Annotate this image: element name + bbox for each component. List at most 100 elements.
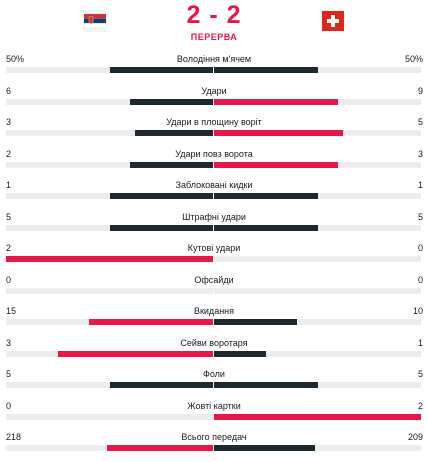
home-stat-value: 0 — [6, 400, 12, 411]
home-stat-bar — [135, 130, 213, 136]
away-stat-bar — [214, 319, 297, 325]
stat-label: Всього передач — [181, 432, 247, 442]
away-stat-bar — [214, 413, 421, 420]
away-stat-value: 1 — [417, 337, 423, 348]
stat-label: Удари повз ворота — [175, 148, 253, 159]
stat-label: Удари в площину воріт — [166, 117, 262, 127]
home-stat-bar — [6, 256, 213, 262]
match-status: ПЕРЕРВА — [190, 32, 238, 42]
home-stat-value: 15 — [6, 306, 17, 316]
away-stat-value: 2 — [417, 400, 423, 411]
away-stat-bar — [214, 382, 318, 388]
away-stat-bar — [214, 224, 318, 231]
home-stat-value: 5 — [6, 369, 12, 379]
away-stat-bar-track — [214, 161, 421, 168]
home-stat-bar-track — [6, 161, 213, 168]
home-stat-bar-track — [6, 382, 213, 388]
home-stat-bar — [107, 445, 213, 451]
away-stat-bar-track — [214, 382, 421, 388]
away-stat-bar-track — [214, 224, 421, 231]
stat-label: Вкидання — [193, 306, 235, 316]
home-stat-value: 50% — [6, 54, 25, 64]
away-stat-bar — [214, 193, 318, 199]
away-stat-value: 50% — [404, 54, 423, 64]
home-stat-bar — [109, 67, 213, 73]
stat-label: Офсайди — [194, 274, 234, 285]
match-score: 2 - 2 — [186, 1, 242, 29]
home-stat-bar — [130, 161, 213, 168]
away-stat-bar-track — [214, 319, 421, 325]
home-stat-bar — [109, 382, 213, 388]
stat-row: 0 Жовті картки 2 — [0, 399, 428, 431]
home-stat-bar — [109, 224, 213, 231]
stat-row: 50% Володіння м'ячем 50% — [0, 52, 428, 84]
home-stat-bar-track — [6, 130, 213, 136]
away-stat-bar-track — [214, 130, 421, 136]
away-stat-bar — [214, 445, 316, 451]
stat-row: 2 Удари повз ворота 3 — [0, 147, 428, 179]
home-stat-value: 2 — [6, 243, 12, 253]
home-stat-bar-track — [6, 224, 213, 231]
home-stat-bar-track — [6, 445, 213, 451]
stat-label: Заблоковані кидки — [175, 180, 253, 190]
stat-label: Володіння м'ячем — [176, 54, 252, 64]
stat-label: Фоли — [203, 369, 225, 379]
away-stat-bar — [214, 98, 339, 105]
stat-row: 3 Сейви воротаря 1 — [0, 336, 428, 368]
stat-row: 3 Удари в площину воріт 5 — [0, 115, 428, 147]
stat-row: 0 Офсайди 0 — [0, 273, 428, 305]
away-stat-bar-track — [214, 287, 421, 294]
away-stat-bar-track — [214, 413, 421, 420]
away-stat-value: 9 — [417, 85, 423, 96]
away-stat-value: 1 — [417, 180, 423, 190]
stat-label: Сейви воротаря — [180, 337, 248, 348]
away-stat-bar — [214, 350, 266, 357]
away-stat-bar-track — [214, 67, 421, 73]
away-stat-value: 5 — [417, 117, 423, 127]
away-stat-bar-track — [214, 445, 421, 451]
home-stat-value: 3 — [6, 117, 12, 127]
home-stat-value: 218 — [6, 432, 22, 442]
away-stat-bar-track — [214, 350, 421, 357]
stat-row: 218 Всього передач 209 — [0, 430, 428, 462]
home-stat-value: 0 — [6, 274, 12, 285]
stat-row: 5 Штрафні удари 5 — [0, 210, 428, 242]
home-stat-value: 6 — [6, 85, 12, 96]
away-stat-bar — [214, 161, 339, 168]
home-stat-value: 5 — [6, 211, 12, 222]
stat-row: 1 Заблоковані кидки 1 — [0, 178, 428, 210]
away-stat-bar — [214, 67, 318, 73]
away-stat-value: 5 — [417, 369, 423, 379]
home-stat-bar-track — [6, 350, 213, 357]
away-stat-value: 3 — [417, 148, 423, 159]
away-stat-value: 10 — [412, 306, 423, 316]
match-header: 2 - 2 ПЕРЕРВА — [0, 0, 428, 50]
away-stat-bar-track — [214, 98, 421, 105]
stat-row: 15 Вкидання 10 — [0, 304, 428, 336]
home-stat-bar — [109, 193, 213, 199]
serbia-flag-icon — [83, 10, 107, 32]
home-stat-bar-track — [6, 98, 213, 105]
away-stat-bar-track — [214, 256, 421, 262]
away-stat-value: 5 — [417, 211, 423, 222]
home-stat-bar-track — [6, 67, 213, 73]
home-stat-value: 3 — [6, 337, 12, 348]
stat-row: 2 Кутові удари 0 — [0, 241, 428, 273]
stat-label: Кутові удари — [187, 243, 241, 253]
away-stat-bar-track — [214, 193, 421, 199]
home-stat-bar-track — [6, 256, 213, 262]
away-stat-value: 0 — [417, 274, 423, 285]
home-stat-bar-track — [6, 413, 213, 420]
stat-label: Штрафні удари — [182, 211, 246, 222]
home-stat-bar-track — [6, 193, 213, 199]
home-stat-bar — [130, 98, 213, 105]
away-stat-value: 209 — [407, 432, 423, 442]
home-stat-bar-track — [6, 287, 213, 294]
stat-label: Удари — [201, 85, 227, 96]
home-stat-value: 1 — [6, 180, 12, 190]
home-stat-bar-track — [6, 319, 213, 325]
stat-row: 6 Удари 9 — [0, 84, 428, 116]
home-stat-value: 2 — [6, 148, 12, 159]
switzerland-flag-icon — [321, 10, 345, 32]
stat-label: Жовті картки — [187, 400, 241, 411]
